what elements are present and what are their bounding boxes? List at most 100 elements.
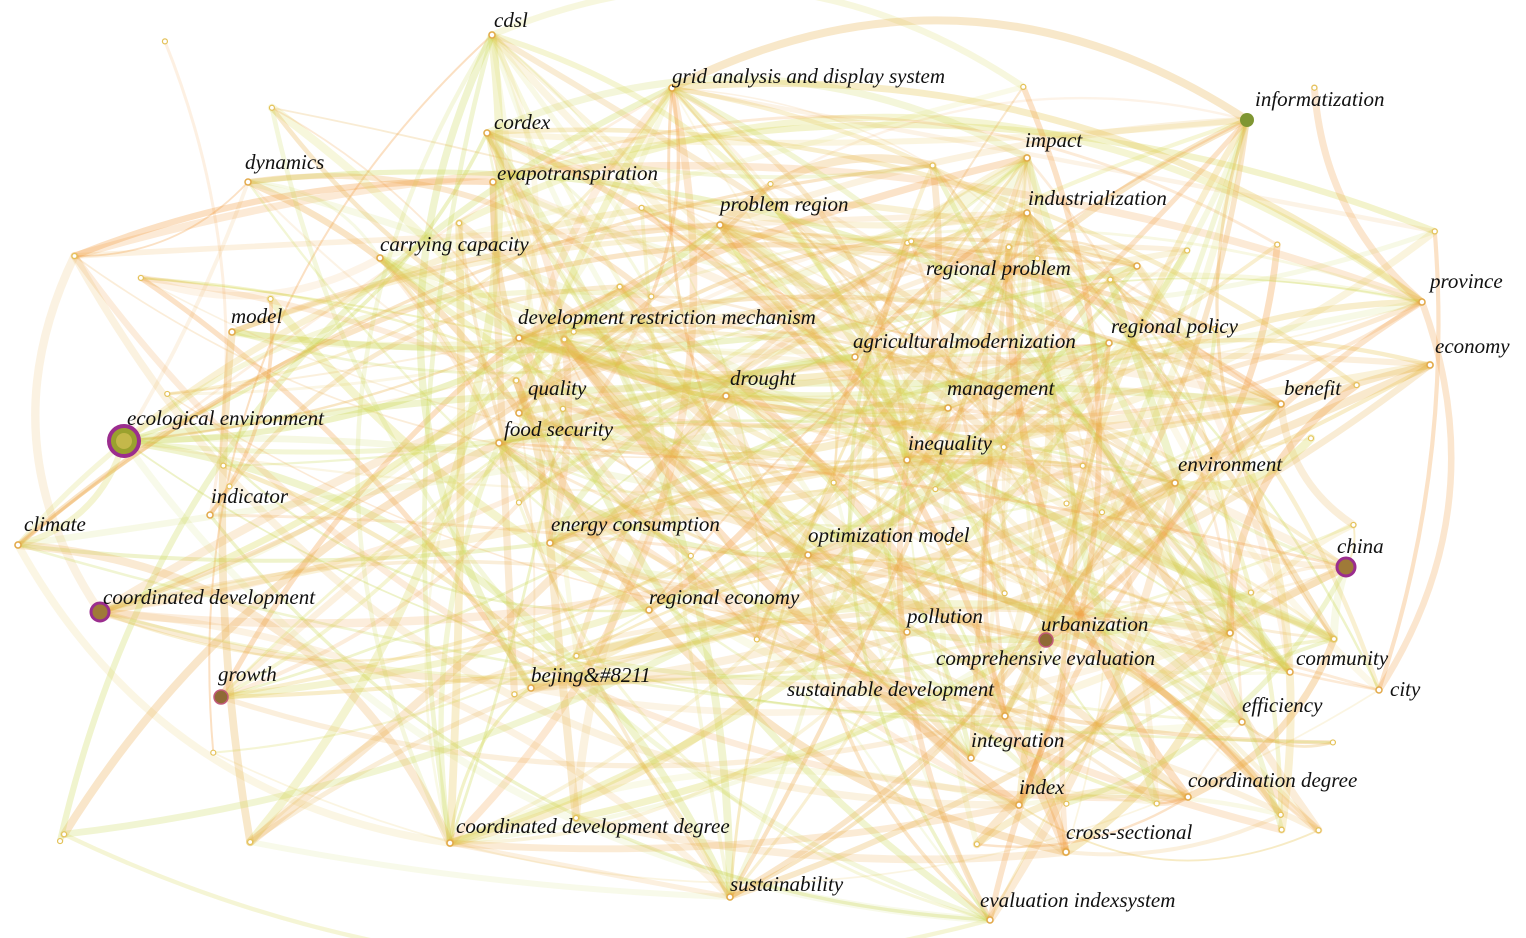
edge <box>909 239 1292 674</box>
edge <box>728 156 1029 899</box>
edge <box>905 458 1336 641</box>
node-label: coordinated development degree <box>456 814 730 838</box>
edge <box>1079 462 1350 571</box>
edge <box>716 221 1323 834</box>
minor-node <box>830 479 837 486</box>
edge <box>31 251 105 617</box>
edge <box>669 85 1008 596</box>
edge <box>1063 564 1349 807</box>
minor-node <box>1307 435 1315 442</box>
edge <box>376 254 1294 676</box>
node-label: coordination degree <box>1188 768 1357 792</box>
edge <box>517 237 1139 415</box>
edge <box>847 343 992 922</box>
node <box>716 221 724 229</box>
edge <box>489 32 539 341</box>
node <box>1286 668 1294 676</box>
edge <box>716 221 1234 637</box>
minor-node <box>945 539 952 546</box>
edge <box>647 481 836 612</box>
edge <box>718 223 1011 257</box>
edge <box>515 262 1141 382</box>
edge <box>267 103 524 343</box>
node <box>903 456 911 464</box>
edge <box>122 223 722 443</box>
node <box>1418 298 1426 306</box>
edge <box>97 181 773 615</box>
node <box>645 606 653 614</box>
edge <box>218 694 1008 769</box>
edge <box>668 80 1426 306</box>
minor-node <box>932 486 939 493</box>
minor-node <box>687 552 694 559</box>
minor-node <box>137 274 144 282</box>
edge <box>1107 276 1383 694</box>
labels: cdsl grid analysis and display system cord… <box>24 8 1510 912</box>
edge <box>489 32 579 659</box>
minor-node <box>515 499 523 506</box>
edge <box>95 242 1013 617</box>
edge <box>769 96 1249 186</box>
node-label: regional economy <box>649 585 800 609</box>
edge <box>1018 804 1320 862</box>
edge <box>670 86 1068 854</box>
edge <box>727 117 1250 900</box>
edge <box>755 638 1244 724</box>
edge <box>122 131 489 443</box>
edge <box>560 335 1023 809</box>
edge <box>489 121 1438 235</box>
node-label: regional policy <box>1111 314 1239 338</box>
minor-node <box>1329 739 1337 746</box>
edge <box>967 479 1179 762</box>
edge <box>616 283 910 635</box>
node <box>1335 556 1357 578</box>
edge <box>512 210 1030 697</box>
node-label: evapotranspiration <box>497 161 658 185</box>
edge <box>56 84 676 845</box>
minor-node <box>648 293 655 300</box>
edge <box>717 155 1030 245</box>
edge <box>230 156 1029 375</box>
node <box>213 689 229 705</box>
edge <box>489 32 1321 833</box>
node <box>1240 113 1254 127</box>
edge <box>60 339 1113 838</box>
node <box>1133 262 1141 270</box>
edge <box>716 221 911 464</box>
edge <box>517 411 1292 676</box>
minor-node <box>56 837 64 845</box>
edge <box>448 654 579 845</box>
node-label: china <box>1337 534 1384 558</box>
edge <box>805 117 1250 558</box>
edge <box>1106 275 1234 637</box>
node <box>1171 479 1179 487</box>
node <box>1277 400 1285 408</box>
node <box>1226 629 1234 637</box>
edge <box>547 540 1336 745</box>
node-label: grid analysis and display system <box>672 64 945 88</box>
edge <box>669 85 1438 234</box>
edge <box>546 539 812 580</box>
minor-node <box>1153 800 1160 807</box>
minor-node <box>247 838 254 846</box>
minor-node <box>60 831 68 838</box>
edge <box>904 457 1008 597</box>
edge <box>483 129 573 547</box>
edge <box>483 129 567 413</box>
edge <box>516 294 1284 407</box>
node <box>483 129 491 137</box>
edge <box>208 513 992 922</box>
node <box>1023 154 1031 162</box>
edge <box>512 376 1070 856</box>
edge <box>491 180 1085 469</box>
edge <box>219 294 654 699</box>
node-label: cordex <box>494 110 551 134</box>
edge <box>485 131 935 180</box>
node-label: optimization model <box>808 523 970 547</box>
edge <box>497 422 1336 641</box>
node <box>376 254 384 262</box>
edge <box>527 563 1350 716</box>
edge <box>932 405 951 492</box>
edge <box>163 39 228 517</box>
edge <box>497 441 1348 569</box>
